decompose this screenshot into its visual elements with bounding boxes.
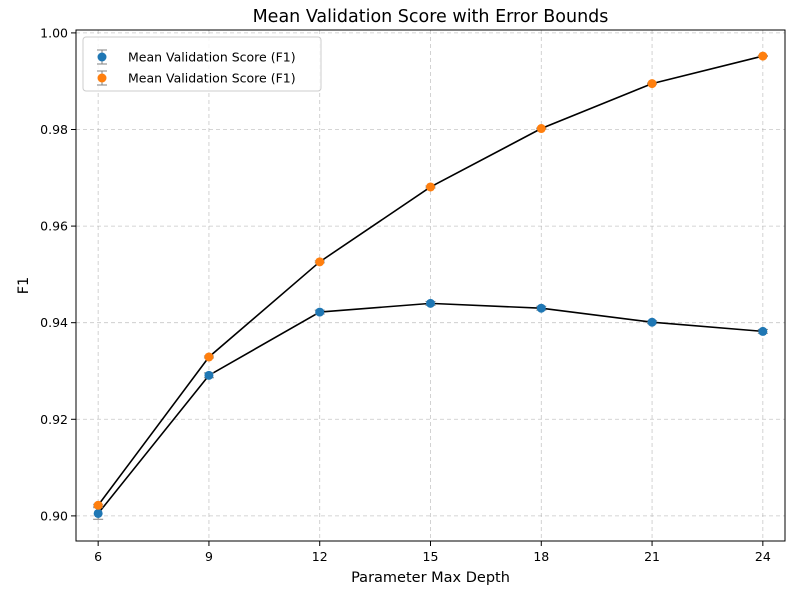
legend: Mean Validation Score (F1) Mean Validatio… bbox=[82, 36, 322, 92]
series-2-point-12 bbox=[315, 257, 325, 267]
y-tick-label-0.92: 0.92 bbox=[40, 412, 68, 427]
ticks: 6 9 12 15 18 21 24 0.90 0.92 0.94 0.96 0.98 1.00 bbox=[40, 25, 771, 564]
series-2-point-18 bbox=[536, 124, 546, 134]
series-1-point-15 bbox=[426, 298, 435, 308]
series-2-point-21 bbox=[647, 79, 657, 89]
x-tick-label-9: 9 bbox=[205, 549, 213, 564]
series-1-point-18 bbox=[536, 303, 546, 313]
x-tick-label-24: 24 bbox=[755, 549, 771, 564]
y-axis-label: F1 bbox=[16, 277, 32, 295]
series-1-point-12 bbox=[315, 307, 325, 317]
legend-marker-2 bbox=[97, 73, 107, 83]
legend-entries: Mean Validation Score (F1) Mean Validatio… bbox=[97, 49, 296, 86]
y-tick-label-1.00: 1.00 bbox=[40, 25, 68, 40]
y-tick-label-0.98: 0.98 bbox=[40, 122, 68, 137]
y-tick-label-0.94: 0.94 bbox=[40, 315, 68, 330]
legend-label-1: Mean Validation Score (F1) bbox=[128, 50, 296, 65]
legend-label-2: Mean Validation Score (F1) bbox=[128, 71, 296, 86]
x-tick-label-12: 12 bbox=[312, 549, 328, 564]
series-1-point-21 bbox=[647, 317, 657, 327]
x-tick-label-18: 18 bbox=[533, 549, 549, 564]
series-2-point-24 bbox=[758, 51, 768, 61]
legend-marker-1 bbox=[97, 52, 107, 62]
x-tick-label-6: 6 bbox=[94, 549, 102, 564]
x-tick-label-15: 15 bbox=[423, 549, 439, 564]
series-1-point-6 bbox=[93, 508, 103, 518]
series-1-point-24 bbox=[758, 326, 768, 336]
y-tick-label-0.90: 0.90 bbox=[40, 508, 68, 523]
data-layer bbox=[93, 51, 768, 520]
x-axis-label: Parameter Max Depth bbox=[351, 570, 510, 586]
chart-title: Mean Validation Score with Error Bounds bbox=[253, 7, 609, 27]
y-tick-label-0.96: 0.96 bbox=[40, 219, 68, 234]
series-2-point-9 bbox=[204, 352, 214, 362]
series-2-point-15 bbox=[426, 182, 435, 192]
x-tick-label-21: 21 bbox=[644, 549, 660, 564]
series-1-point-9 bbox=[204, 370, 214, 380]
legend-box bbox=[82, 36, 322, 92]
series-2-point-6 bbox=[93, 500, 103, 510]
